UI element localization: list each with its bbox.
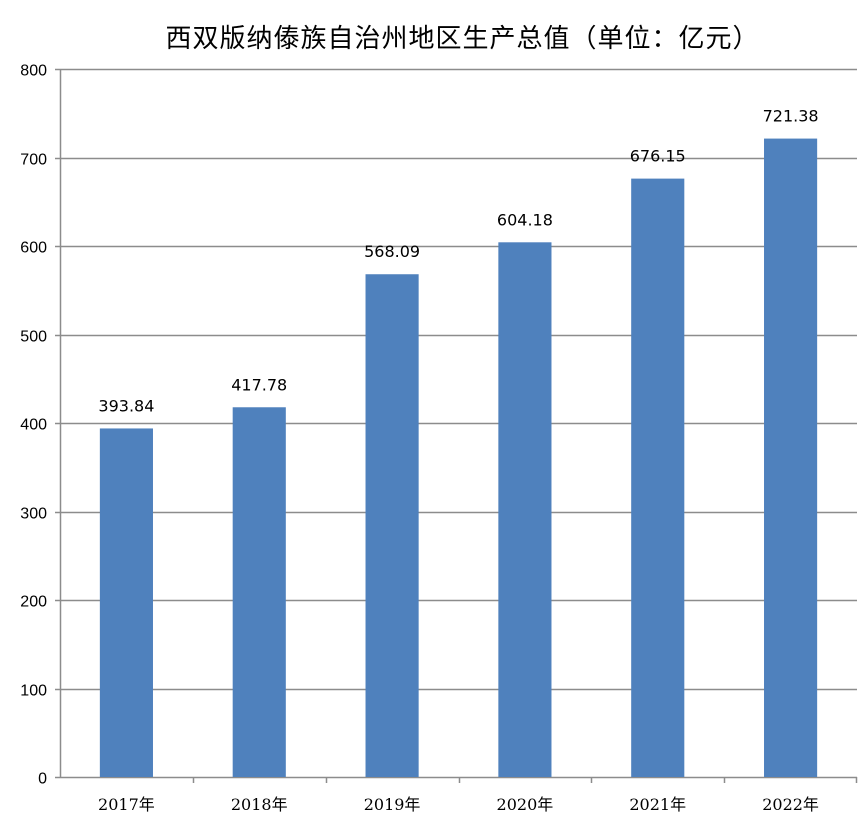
data-label: 417.78	[231, 375, 287, 394]
bar-2021年	[631, 178, 685, 778]
grid-lines	[60, 68, 857, 691]
data-label: 604.18	[497, 210, 553, 229]
bars	[99, 138, 818, 778]
x-tick-label: 2020年	[497, 795, 554, 814]
x-tick-label: 2018年	[231, 795, 288, 814]
y-tick-label: 600	[20, 240, 47, 257]
bar-2022年	[764, 138, 818, 777]
labels: 0 100 200 300 400 500 600 700 800 393.84 2017年 417.…	[20, 63, 819, 815]
x-tick-label: 2019年	[364, 795, 421, 814]
chart-title: 西双版纳傣族自治州地区生产总值（单位：亿元）	[165, 24, 760, 54]
bar-2017年	[99, 428, 153, 777]
y-tick-label: 500	[20, 329, 47, 346]
axes	[55, 68, 858, 783]
y-tick-label: 100	[20, 683, 47, 700]
y-tick-label: 200	[20, 594, 47, 611]
data-label: 721.38	[763, 107, 819, 126]
x-tick-label: 2021年	[629, 795, 686, 814]
x-tick-label: 2017年	[98, 795, 155, 814]
data-label: 676.15	[630, 147, 686, 166]
data-label: 393.84	[98, 396, 154, 415]
y-tick-label: 300	[20, 506, 47, 523]
x-tick-label: 2022年	[762, 795, 819, 814]
data-label: 568.09	[364, 242, 420, 261]
y-tick-label: 800	[20, 63, 47, 80]
y-tick-label: 0	[38, 771, 47, 788]
bar-2020年	[498, 242, 552, 777]
bar-2019年	[365, 274, 419, 777]
bar-2018年	[232, 407, 286, 777]
y-tick-label: 400	[20, 417, 47, 434]
y-tick-label: 700	[20, 152, 47, 169]
